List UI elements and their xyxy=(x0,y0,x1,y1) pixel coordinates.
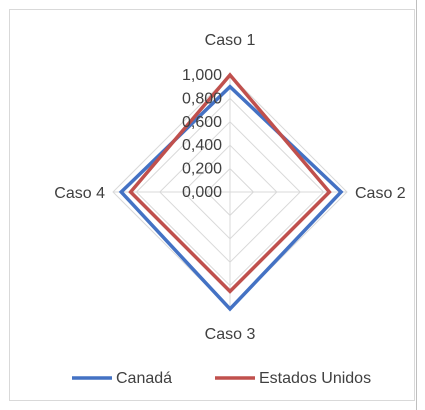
tick-label: 0,200 xyxy=(182,161,222,178)
window-edge xyxy=(416,0,417,410)
chart-area xyxy=(9,9,415,401)
category-label: Caso 1 xyxy=(205,32,256,49)
legend: Canadá Estados Unidos xyxy=(72,370,371,387)
radar-grid xyxy=(112,74,348,310)
tick-label: 0,600 xyxy=(182,114,222,131)
tick-label: 1,000 xyxy=(182,67,222,84)
category-label: Caso 3 xyxy=(205,326,256,343)
series-line xyxy=(128,72,332,294)
radial-axis-ticks: 0,000 0,200 0,400 0,600 0,800 1,000 xyxy=(182,67,222,201)
radar-series xyxy=(118,72,344,312)
series-line xyxy=(118,84,344,312)
legend-label: Canadá xyxy=(116,370,172,387)
tick-label: 0,400 xyxy=(182,137,222,154)
category-label: Caso 4 xyxy=(54,185,105,202)
legend-label: Estados Unidos xyxy=(259,370,371,387)
category-labels: Caso 1 Caso 2 Caso 3 Caso 4 xyxy=(54,32,406,343)
category-label: Caso 2 xyxy=(355,185,406,202)
tick-label: 0,000 xyxy=(182,184,222,201)
tick-label: 0,800 xyxy=(182,90,222,107)
